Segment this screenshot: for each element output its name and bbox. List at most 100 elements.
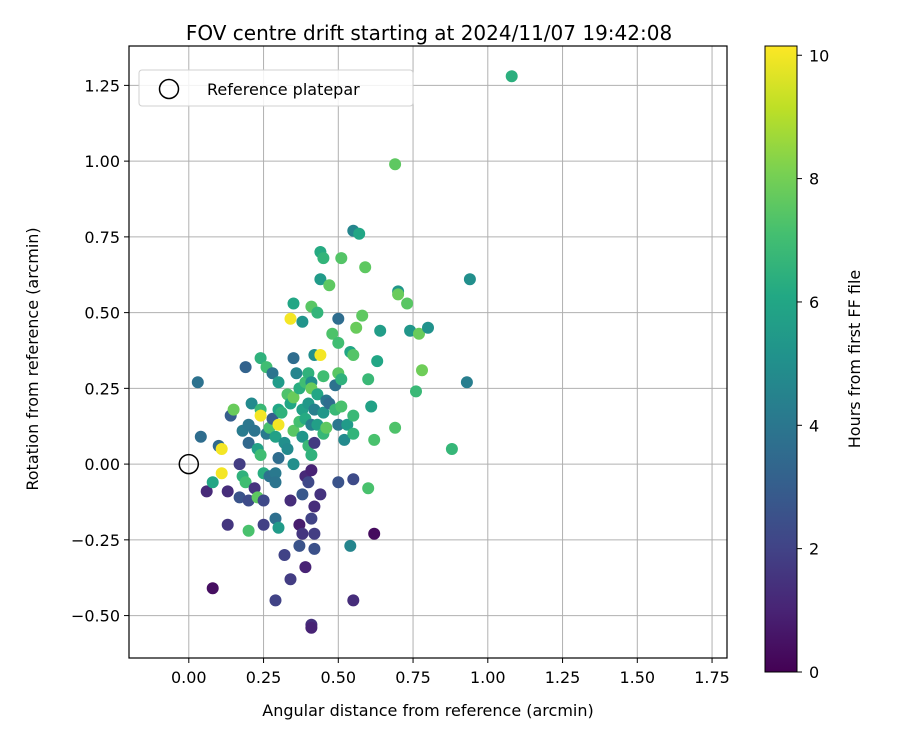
x-tick-label: 0.50	[320, 668, 356, 687]
scatter-point	[278, 549, 291, 561]
scatter-point	[269, 512, 282, 525]
plot-frame	[128, 45, 728, 659]
scatter-point	[353, 227, 366, 240]
scatter-point	[314, 349, 327, 361]
scatter-point	[266, 367, 279, 380]
colorbar-tick-label: 8	[809, 170, 819, 189]
scatter-point	[215, 443, 228, 455]
x-tick-label: 1.00	[470, 668, 506, 687]
scatter-point	[392, 288, 405, 301]
scatter-point	[368, 433, 381, 446]
scatter-point	[269, 430, 282, 443]
scatter-point	[359, 261, 372, 274]
x-axis-label: Angular distance from reference (arcmin)	[262, 701, 593, 720]
scatter-point	[347, 409, 360, 422]
x-tick-label: 1.75	[694, 668, 730, 687]
y-axis-label: Rotation from reference (arcmin)	[23, 227, 42, 490]
y-tick-label: 0.75	[84, 228, 120, 247]
scatter-point	[269, 467, 282, 480]
legend-marker-icon	[158, 78, 180, 100]
scatter-point	[227, 403, 240, 416]
y-axis: −0.50 −0.25 0.00 0.25 0.50 0.75 1.00 1.25	[71, 76, 129, 626]
scatter-point	[296, 315, 309, 328]
scatter-point	[293, 518, 306, 531]
scatter-point	[308, 436, 321, 449]
scatter-point	[460, 376, 473, 389]
scatter-point	[287, 297, 300, 310]
scatter-point	[326, 327, 339, 340]
scatter-point	[302, 367, 315, 380]
scatter-point	[347, 349, 360, 361]
scatter-point	[320, 421, 333, 434]
x-tick-label: 0.75	[395, 668, 431, 687]
grid-lines	[129, 46, 727, 658]
scatter-point	[317, 370, 330, 383]
scatter-point	[401, 297, 414, 310]
scatter-point	[254, 352, 267, 365]
scatter-point	[505, 70, 518, 83]
scatter-point	[308, 527, 321, 540]
y-tick-label: 1.00	[84, 152, 120, 171]
scatter-point	[311, 306, 324, 319]
scatter-point	[347, 427, 360, 440]
x-axis: 0.00 0.25 0.50 0.75 1.00 1.25 1.50 1.75	[171, 658, 730, 687]
scatter-point	[344, 539, 357, 552]
colorbar-tick-label: 6	[809, 293, 819, 312]
scatter-point	[242, 436, 255, 449]
scatter-point	[335, 400, 348, 413]
scatter-point	[350, 321, 363, 334]
scatter-point	[287, 424, 300, 437]
scatter-point	[281, 443, 294, 455]
scatter-point	[389, 158, 402, 171]
scatter-point	[305, 621, 318, 634]
scatter-point	[254, 449, 267, 461]
scatter-point	[248, 424, 261, 437]
scatter-point	[284, 312, 297, 325]
scatter-point	[272, 521, 285, 534]
scatter-point	[290, 367, 303, 380]
scatter-point	[305, 449, 318, 461]
scatter-point	[422, 321, 434, 334]
scatter-point	[242, 524, 255, 537]
scatter-point	[323, 279, 336, 292]
scatter-point	[293, 539, 306, 552]
scatter-point	[463, 273, 476, 286]
scatter-point	[233, 491, 246, 504]
scatter-point	[269, 594, 282, 607]
scatter-point	[284, 494, 297, 507]
legend-label: Reference platepar	[207, 80, 360, 99]
y-tick-label: 0.00	[84, 455, 120, 474]
scatter-point	[272, 418, 285, 431]
scatter-point	[257, 518, 270, 531]
scatter-point	[248, 482, 261, 495]
scatter-point	[299, 561, 312, 574]
scatter-point	[338, 433, 351, 446]
scatter-point	[191, 376, 204, 389]
scatter-point	[314, 273, 327, 286]
colorbar-gradient	[764, 45, 798, 673]
y-tick-label: 0.50	[84, 304, 120, 323]
scatter-point	[332, 418, 345, 431]
x-tick-label: 0.25	[246, 668, 282, 687]
colorbar-tick-label: 2	[809, 540, 819, 559]
scatter-point	[410, 385, 422, 398]
scatter-point	[356, 309, 369, 322]
scatter-point	[272, 452, 285, 464]
scatter-point	[200, 485, 213, 498]
scatter-point	[347, 473, 360, 486]
scatter-point	[365, 400, 378, 413]
scatter-point	[317, 406, 330, 419]
scatter-point	[221, 518, 234, 531]
scatter-point	[374, 324, 387, 337]
scatter-point	[389, 421, 402, 434]
scatter-point	[308, 500, 321, 513]
scatter-point	[242, 494, 255, 507]
colorbar-tick-label: 10	[809, 46, 829, 65]
scatter-points	[191, 70, 518, 634]
colorbar-tick-label: 4	[809, 416, 819, 435]
scatter-point	[335, 373, 348, 386]
scatter-point	[302, 476, 315, 489]
scatter-point	[257, 494, 270, 507]
colorbar-label: Hours from first FF file	[845, 270, 864, 449]
scatter-point	[332, 312, 345, 325]
